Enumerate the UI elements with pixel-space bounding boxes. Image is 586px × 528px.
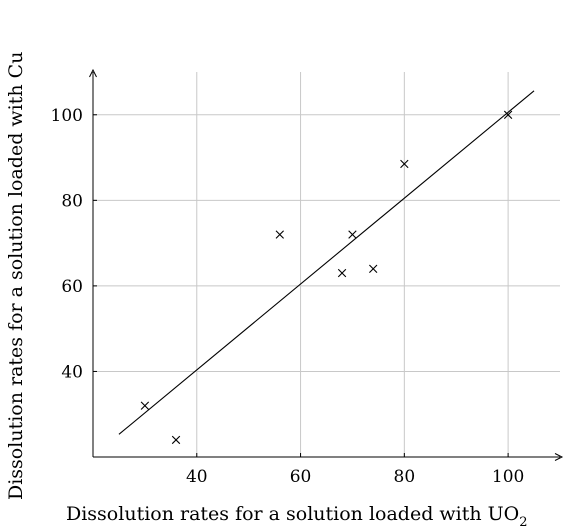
data-point-x-marker — [348, 230, 357, 239]
axes — [89, 68, 564, 461]
data-points — [140, 110, 513, 445]
y-tick-label: 40 — [61, 362, 83, 382]
x-tick-label: 60 — [290, 467, 312, 487]
x-axis-title: Dissolution rates for a solution loaded … — [66, 503, 528, 528]
y-axis-arrow — [89, 68, 97, 78]
data-point-x-marker — [400, 159, 409, 169]
x-axis-arrow — [554, 453, 564, 461]
grid-lines — [93, 72, 560, 457]
data-point-x-marker — [171, 435, 181, 445]
data-point-x-marker — [503, 110, 513, 119]
y-tick-label: 60 — [61, 277, 83, 297]
data-point-x-marker — [337, 268, 347, 278]
tick-labels: 40 60 80 100 40 60 80 100 — [51, 106, 525, 487]
marker-stroke — [337, 268, 347, 278]
marker-stroke — [348, 230, 357, 239]
data-point-x-marker — [369, 264, 378, 273]
x-tick-label: 80 — [394, 467, 416, 487]
y-axis-title: Dissolution rates for a solution loaded … — [5, 52, 27, 500]
y-tick-label: 80 — [61, 191, 83, 211]
marker-stroke — [369, 264, 378, 273]
y-tick-label: 100 — [51, 106, 83, 126]
marker-stroke — [275, 230, 284, 239]
data-point-x-marker — [140, 401, 150, 410]
x-tick-label: 40 — [186, 467, 208, 487]
marker-stroke — [400, 159, 409, 169]
marker-stroke — [140, 401, 150, 410]
marker-stroke — [503, 110, 513, 119]
data-point-x-marker — [275, 230, 284, 239]
marker-stroke — [171, 435, 181, 445]
fit-line — [118, 90, 535, 435]
fit-line-group — [118, 90, 535, 435]
x-tick-label: 100 — [492, 467, 524, 487]
